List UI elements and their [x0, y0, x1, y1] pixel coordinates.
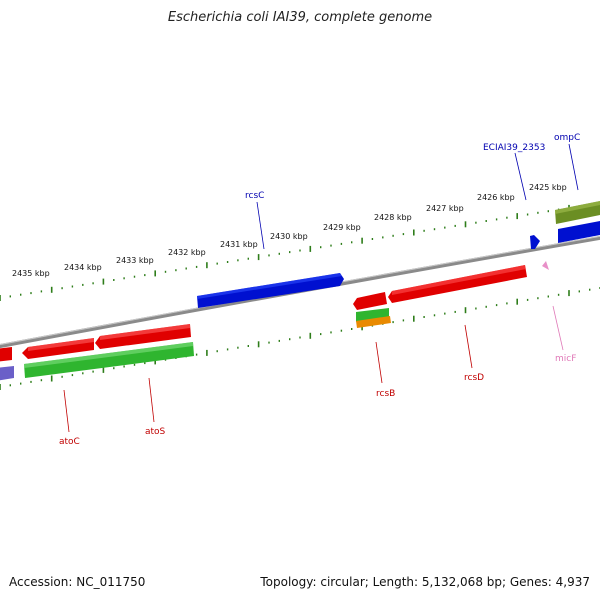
reverse-genes [0, 308, 391, 381]
label-ECIAI39_2353: ECIAI39_2353 [483, 143, 545, 153]
gene-ECIAI39_2353[interactable] [530, 235, 540, 249]
kbp-label: 2434 kbp [64, 263, 102, 272]
gene-micF[interactable] [542, 261, 549, 270]
gene-rcsC[interactable] [197, 273, 344, 308]
kbp-label: 2425 kbp [529, 183, 567, 192]
topology-text: Topology: circular; Length: 5,132,068 bp… [260, 575, 590, 589]
forward-genes [197, 201, 600, 310]
kbp-label: 2435 kbp [12, 269, 50, 278]
kbp-label: 2427 kbp [426, 204, 464, 213]
label-ompC: ompC [554, 133, 580, 143]
label-rcsB: rcsB [376, 389, 395, 399]
gene-label-layer: ompC ECIAI39_2353 rcsC micF rcsD rcsB at… [59, 133, 580, 447]
kbp-label: 2429 kbp [323, 223, 361, 232]
kbp-label: 2426 kbp [477, 193, 515, 202]
gene-rcsB-orange[interactable] [356, 316, 391, 328]
kbp-label: 2430 kbp [270, 232, 308, 241]
label-atoC: atoC [59, 437, 80, 447]
label-rcsC: rcsC [245, 191, 264, 201]
outer-tick-ruler [0, 202, 600, 301]
gene-rcsB[interactable] [353, 292, 387, 310]
kbp-label: 2433 kbp [116, 256, 154, 265]
gene-ompC[interactable] [558, 220, 600, 243]
label-atoS: atoS [145, 427, 166, 437]
map-title: Escherichia coli IAI39, complete genome [167, 10, 433, 25]
label-micF: micF [555, 354, 576, 364]
kbp-label: 2428 kbp [374, 213, 412, 222]
inner-tick-ruler [0, 287, 600, 390]
kbp-label: 2431 kbp [220, 240, 258, 249]
gene-red-edge[interactable] [0, 347, 12, 362]
gene-violet[interactable] [0, 366, 14, 381]
label-rcsD: rcsD [464, 373, 484, 383]
kbp-labels: 2425 kbp 2426 kbp 2427 kbp 2428 kbp 2429 kbp… [12, 183, 567, 278]
kbp-label: 2432 kbp [168, 248, 206, 257]
accession-text: Accession: NC_011750 [9, 575, 146, 589]
